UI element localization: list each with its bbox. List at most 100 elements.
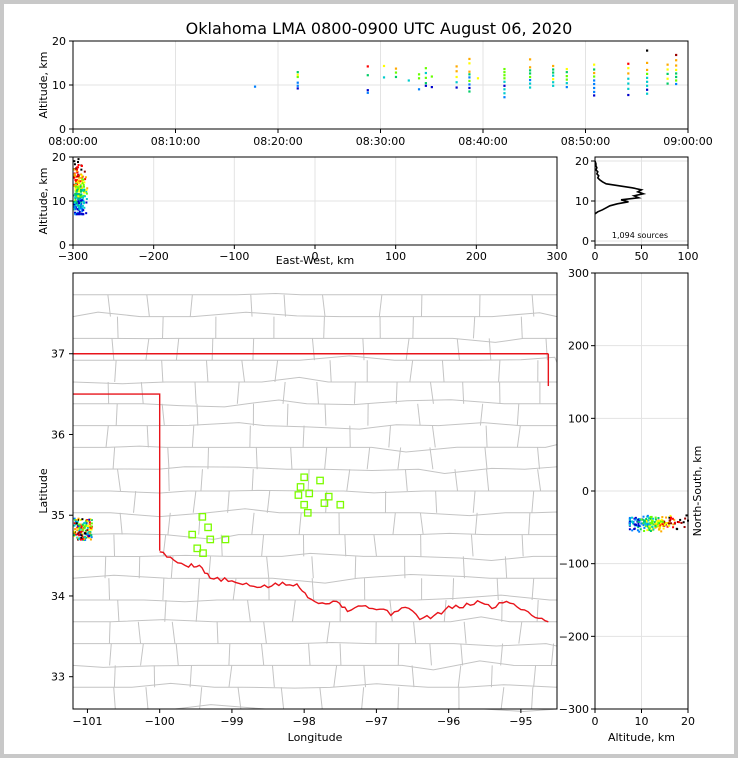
time-source-point (417, 88, 421, 91)
plan-source-point (85, 521, 88, 524)
county-line-v (362, 338, 365, 361)
plan-ytick-label: 37 (51, 348, 65, 361)
county-line-v (378, 294, 383, 317)
time-source-point (675, 68, 678, 72)
county-line-v (319, 687, 323, 710)
ew-source-point (73, 208, 76, 211)
lma-station-marker (320, 499, 329, 507)
county-line-v (496, 578, 499, 601)
time-source-point (253, 85, 257, 88)
time-source-point (468, 79, 471, 83)
time-source-point (468, 57, 471, 61)
ew-source-point (77, 182, 80, 185)
county-line-v (397, 687, 400, 710)
ns-source-point (649, 517, 652, 520)
county-line-v (412, 316, 414, 339)
time-source-point (675, 72, 678, 75)
ns-source-point (670, 522, 673, 525)
ew-ytick-label: 10 (52, 195, 66, 208)
ns-source-point (671, 517, 674, 520)
ew-source-point (77, 158, 80, 161)
county-line-v (435, 490, 438, 513)
time-xtick-label: 08:00:00 (48, 135, 97, 148)
ns-source-point (659, 520, 662, 523)
ns-source-point (663, 520, 666, 523)
ew-source-point (76, 192, 79, 195)
plan-source-point (88, 525, 91, 528)
ns-source-point (654, 526, 657, 529)
county-line-h (73, 355, 558, 363)
county-line-v (397, 643, 400, 666)
county-line-v (162, 316, 164, 339)
ew-source-point (74, 183, 77, 186)
time-source-point (417, 73, 421, 76)
time-source-point (565, 78, 568, 81)
ew-ytick-label: 0 (59, 239, 66, 252)
plan-view-map-panel: −101 −100 −99 −98 −97 −96 −95 33 34 35 36 37 Longitu… (37, 272, 558, 744)
ew-source-point (82, 188, 85, 191)
county-line-v (311, 578, 315, 601)
time-source-point (666, 77, 669, 80)
ns-source-point (646, 523, 649, 526)
county-line-v (429, 447, 434, 470)
county-line-h (73, 444, 558, 453)
plan-source-point (77, 532, 80, 535)
county-line-v (140, 381, 144, 404)
county-line-v (146, 294, 150, 317)
time-source-point (593, 63, 596, 66)
ew-ytick-label: 20 (52, 151, 66, 164)
ns-source-point (673, 518, 676, 521)
ns-source-point (628, 516, 631, 519)
ns-xtick-label: 0 (592, 715, 599, 728)
hist-profile-line (594, 160, 647, 215)
ns-source-point (650, 515, 653, 518)
time-source-point (417, 77, 421, 80)
plan-source-point (87, 525, 90, 528)
county-line-v (280, 687, 285, 710)
ew-source-point (74, 213, 77, 216)
county-line-v (167, 512, 171, 535)
ns-source-point (652, 517, 655, 520)
ns-source-point (628, 519, 631, 522)
time-source-point (455, 75, 458, 79)
county-line-v (197, 578, 200, 601)
county-line-v (113, 665, 116, 688)
plan-source-point (86, 532, 89, 535)
ns-source-point (680, 521, 683, 524)
ns-source-point (628, 520, 631, 523)
county-line-v (500, 643, 504, 666)
plan-source-point (74, 520, 77, 523)
county-line-v (145, 338, 150, 361)
plan-source-point (88, 536, 91, 539)
county-line-v (531, 490, 535, 513)
county-line-v (192, 490, 197, 513)
county-line-h (73, 292, 557, 296)
time-source-point (424, 82, 427, 85)
county-line-v (274, 360, 279, 383)
ns-source-point (643, 522, 646, 525)
county-line-v (162, 578, 165, 601)
time-source-point (646, 72, 649, 75)
ns-ytick-label: −300 (559, 703, 589, 716)
ew-source-point (74, 197, 77, 200)
time-source-point (296, 81, 299, 84)
ns-source-point (665, 516, 668, 519)
plan-source-point (80, 534, 83, 537)
time-source-point (430, 75, 433, 78)
county-line-v (307, 469, 310, 492)
time-source-point (503, 71, 506, 74)
ew-source-point (74, 179, 77, 182)
ew-source-point (73, 200, 76, 203)
ew-source-point (74, 199, 77, 202)
plan-source-point (77, 524, 80, 527)
time-source-point (627, 82, 630, 85)
county-line-v (137, 621, 142, 644)
ew-source-point (75, 203, 78, 206)
time-source-point (476, 77, 480, 80)
county-line-h (73, 641, 558, 647)
county-line-v (429, 643, 432, 666)
plan-source-point (76, 529, 79, 532)
county-line-v (196, 403, 199, 426)
time-source-point (627, 93, 630, 97)
time-source-point (468, 83, 471, 86)
